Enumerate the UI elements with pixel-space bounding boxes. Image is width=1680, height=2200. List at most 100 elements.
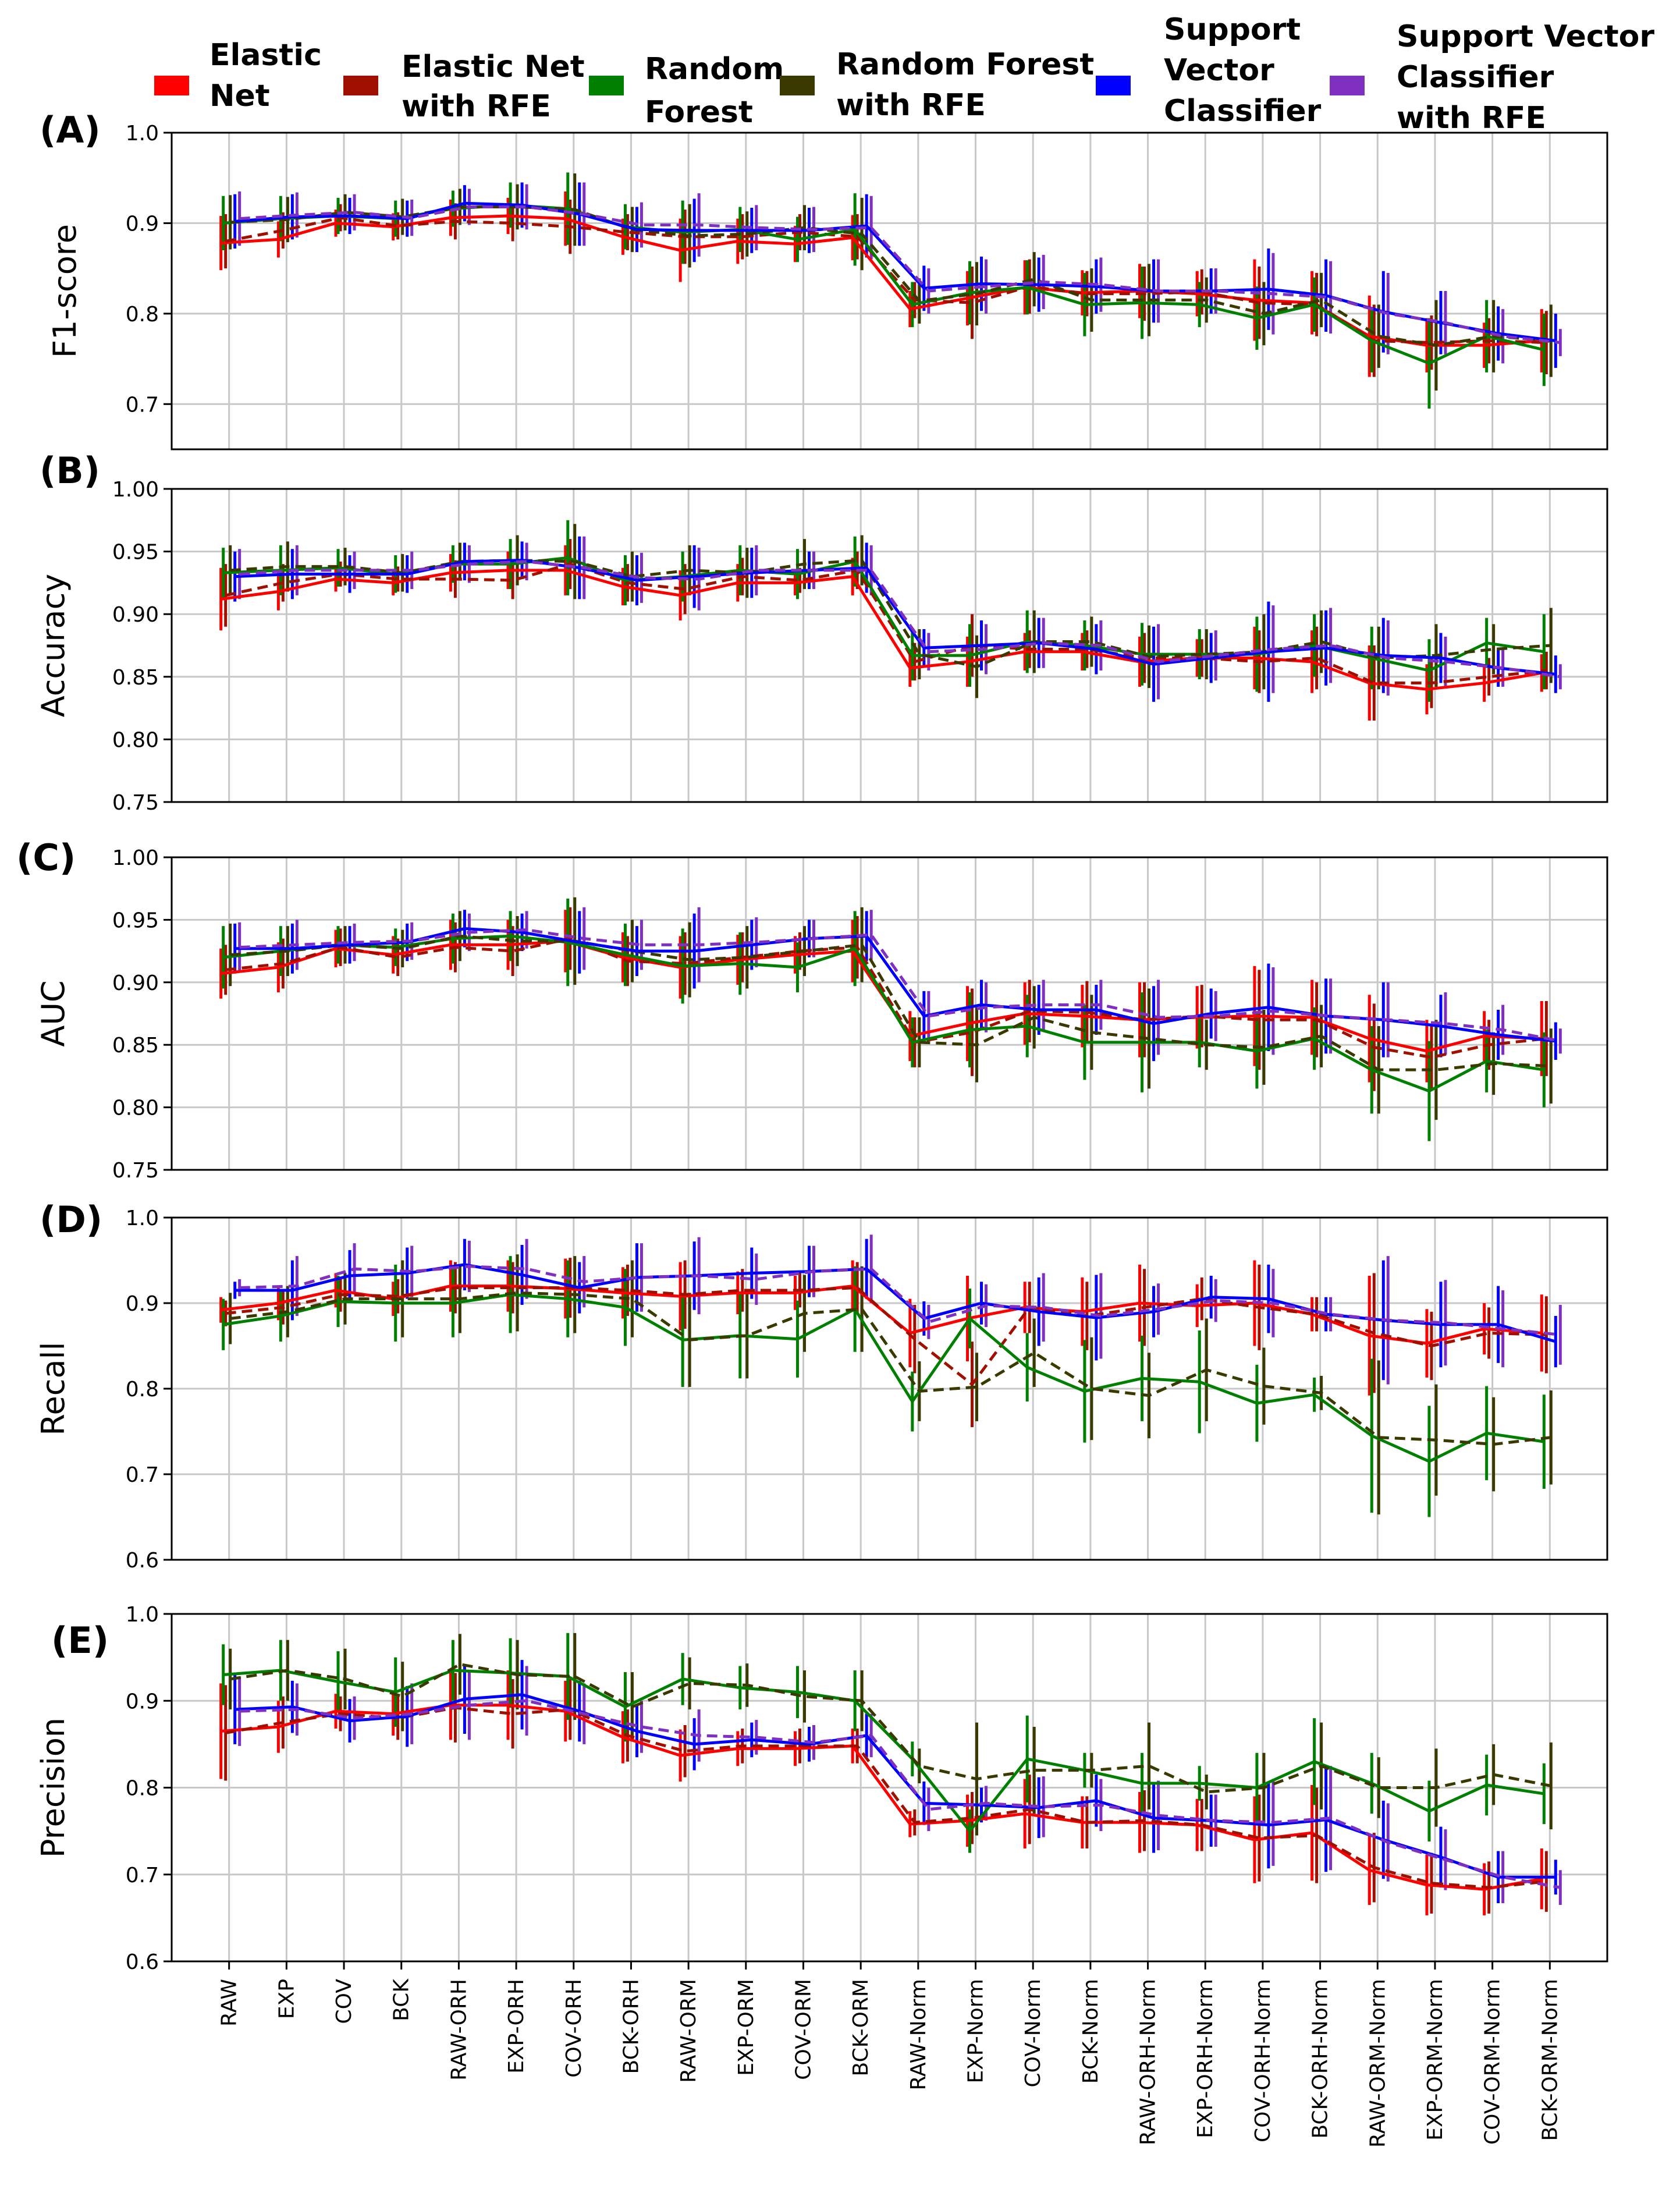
panel-label: (B) (40, 449, 100, 492)
legend-swatch-elastic-net (154, 76, 189, 95)
legend-label-svc-rfe-line2: Classifier (1397, 60, 1554, 95)
x-tick-label: RAW-ORM (677, 1979, 701, 2083)
x-tick-label: EXP-ORM (734, 1979, 758, 2076)
legend-swatch-svc-rfe (1330, 76, 1365, 95)
series-line-random-forest-rfe (230, 934, 1551, 1071)
y-tick-label: 0.75 (112, 791, 159, 815)
legend-label-svc-rfe-line3: with RFE (1397, 101, 1546, 136)
legend-swatch-elastic-net-rfe (343, 76, 378, 95)
series-line-elastic-net (221, 214, 1542, 347)
x-tick-label: RAW-ORM-Norm (1366, 1979, 1390, 2148)
series-line-elastic-net (221, 569, 1542, 691)
series-line-svc (235, 1693, 1556, 1879)
y-tick-label: 0.80 (112, 1097, 159, 1120)
series-line-svc-rfe (239, 205, 1561, 345)
x-axis: RAW EXP COV BCK RAW-ORH EXP-ORH COV-ORH BCK-ORH… (218, 1961, 1562, 2148)
y-tick-label: 0.80 (112, 728, 159, 752)
y-tick-label: 0.7 (126, 1864, 159, 1887)
x-tick-label: EXP-Norm (964, 1979, 988, 2084)
y-axis-label: F1-score (47, 224, 83, 358)
y-tick-label: 0.85 (112, 666, 159, 690)
x-tick-label: EXP-ORH (505, 1979, 528, 2074)
y-tick-label: 0.6 (126, 1950, 159, 1974)
series-line-random-forest-rfe (230, 1291, 1551, 1446)
series-random-forest (222, 172, 1546, 409)
series-line-elastic-net (221, 1704, 1542, 1891)
series-svc (233, 1660, 1557, 1904)
series-line-random-forest (223, 1293, 1544, 1463)
legend-label-svc-rfe-line1: Support Vector (1397, 19, 1654, 54)
panel-d: 0.6 0.7 0.8 0.9 1.0 Recall (D) (35, 1198, 1608, 1573)
panel-label: (E) (51, 1619, 109, 1662)
x-tick-label: COV-ORM (791, 1979, 815, 2080)
x-tick-label: COV (332, 1979, 356, 2024)
y-tick-label: 0.8 (126, 303, 159, 327)
y-tick-label: 0.9 (126, 212, 159, 236)
y-axis-label: Recall (35, 1342, 72, 1435)
legend: Elastic Net Elastic Net with RFE Random … (154, 12, 1654, 136)
series-random-forest-rfe (229, 1254, 1553, 1515)
y-tick-label: 1.0 (126, 1603, 159, 1627)
legend-swatch-random-forest (589, 76, 624, 95)
legend-label-random-forest-rfe-line1: Random Forest (836, 47, 1094, 82)
x-tick-label: COV-ORH-Norm (1251, 1979, 1275, 2142)
x-tick-label: EXP-ORM-Norm (1423, 1979, 1447, 2141)
series-line-svc (235, 927, 1556, 1043)
y-tick-label: 1.00 (112, 846, 159, 870)
series-random-forest (222, 898, 1546, 1141)
axes-frame (171, 488, 1608, 803)
grid (172, 1216, 1607, 1561)
x-tick-label: COV-ORM-Norm (1481, 1979, 1505, 2145)
series-line-svc-rfe (239, 560, 1561, 679)
legend-label-random-forest-rfe-line2: with RFE (836, 88, 986, 123)
x-tick-label: BCK-Norm (1079, 1979, 1103, 2084)
legend-label-svc-line2: Vector (1164, 53, 1274, 88)
y-tick-label: 0.7 (126, 393, 159, 417)
series-elastic-net (219, 1258, 1543, 1396)
x-tick-label: COV-Norm (1021, 1979, 1045, 2088)
series-line-elastic-net-rfe (225, 1286, 1547, 1386)
y-tick-label: 0.95 (112, 909, 159, 932)
x-tick-label: RAW-ORH-Norm (1136, 1979, 1160, 2145)
axes-frame (171, 856, 1608, 1171)
series-random-forest (222, 1256, 1546, 1517)
y-axis-label: Precision (35, 1718, 72, 1858)
series-elastic-net-rfe (224, 200, 1548, 377)
y-tick-label: 0.90 (112, 603, 159, 627)
x-tick-label: BCK-ORM-Norm (1538, 1979, 1562, 2141)
legend-label-elastic-net-line1: Elastic (209, 38, 322, 73)
x-tick-label: BCK (390, 1978, 414, 2021)
y-tick-label: 1.0 (126, 122, 159, 146)
panel-a: 0.7 0.8 0.9 1.0 F1-score (A) (40, 109, 1608, 450)
series-line-elastic-net-rfe (225, 1706, 1547, 1889)
y-tick-label: 0.6 (126, 1549, 159, 1573)
legend-label-svc-line3: Classifier (1164, 94, 1322, 129)
legend-label-elastic-net-line2: Net (209, 79, 270, 113)
legend-label-random-forest-line1: Random (645, 52, 784, 87)
x-tick-label: RAW-Norm (907, 1979, 930, 2091)
x-tick-label: EXP (275, 1979, 299, 2019)
series-line-elastic-net-rfe (225, 562, 1547, 685)
grid (172, 856, 1607, 1171)
legend-label-random-forest-line2: Forest (645, 95, 753, 130)
legend-swatch-random-forest-rfe (780, 76, 815, 95)
grid (172, 488, 1607, 803)
y-tick-label: 1.0 (126, 1207, 159, 1230)
series-random-forest-rfe (229, 173, 1553, 391)
y-tick-label: 0.85 (112, 1034, 159, 1058)
series-line-svc (235, 559, 1556, 676)
y-tick-label: 0.7 (126, 1463, 159, 1487)
panel-label: (A) (40, 109, 101, 151)
legend-label-elastic-net-rfe-line2: with RFE (402, 89, 551, 124)
series-line-elastic-net (221, 1284, 1542, 1345)
panel-c: 0.75 0.80 0.85 0.90 0.95 1.00 AUC (C) (16, 836, 1608, 1183)
panel-e: 0.6 0.7 0.8 0.9 1.0 Precision (E) (35, 1603, 1608, 1974)
series-elastic-net (219, 191, 1543, 377)
grid (172, 132, 1607, 449)
y-tick-label: 0.8 (126, 1378, 159, 1401)
legend-label-elastic-net-rfe-line1: Elastic Net (402, 49, 585, 84)
panel-label: (C) (16, 836, 76, 879)
panel-label: (D) (40, 1198, 102, 1241)
y-axis-label: AUC (35, 980, 72, 1046)
